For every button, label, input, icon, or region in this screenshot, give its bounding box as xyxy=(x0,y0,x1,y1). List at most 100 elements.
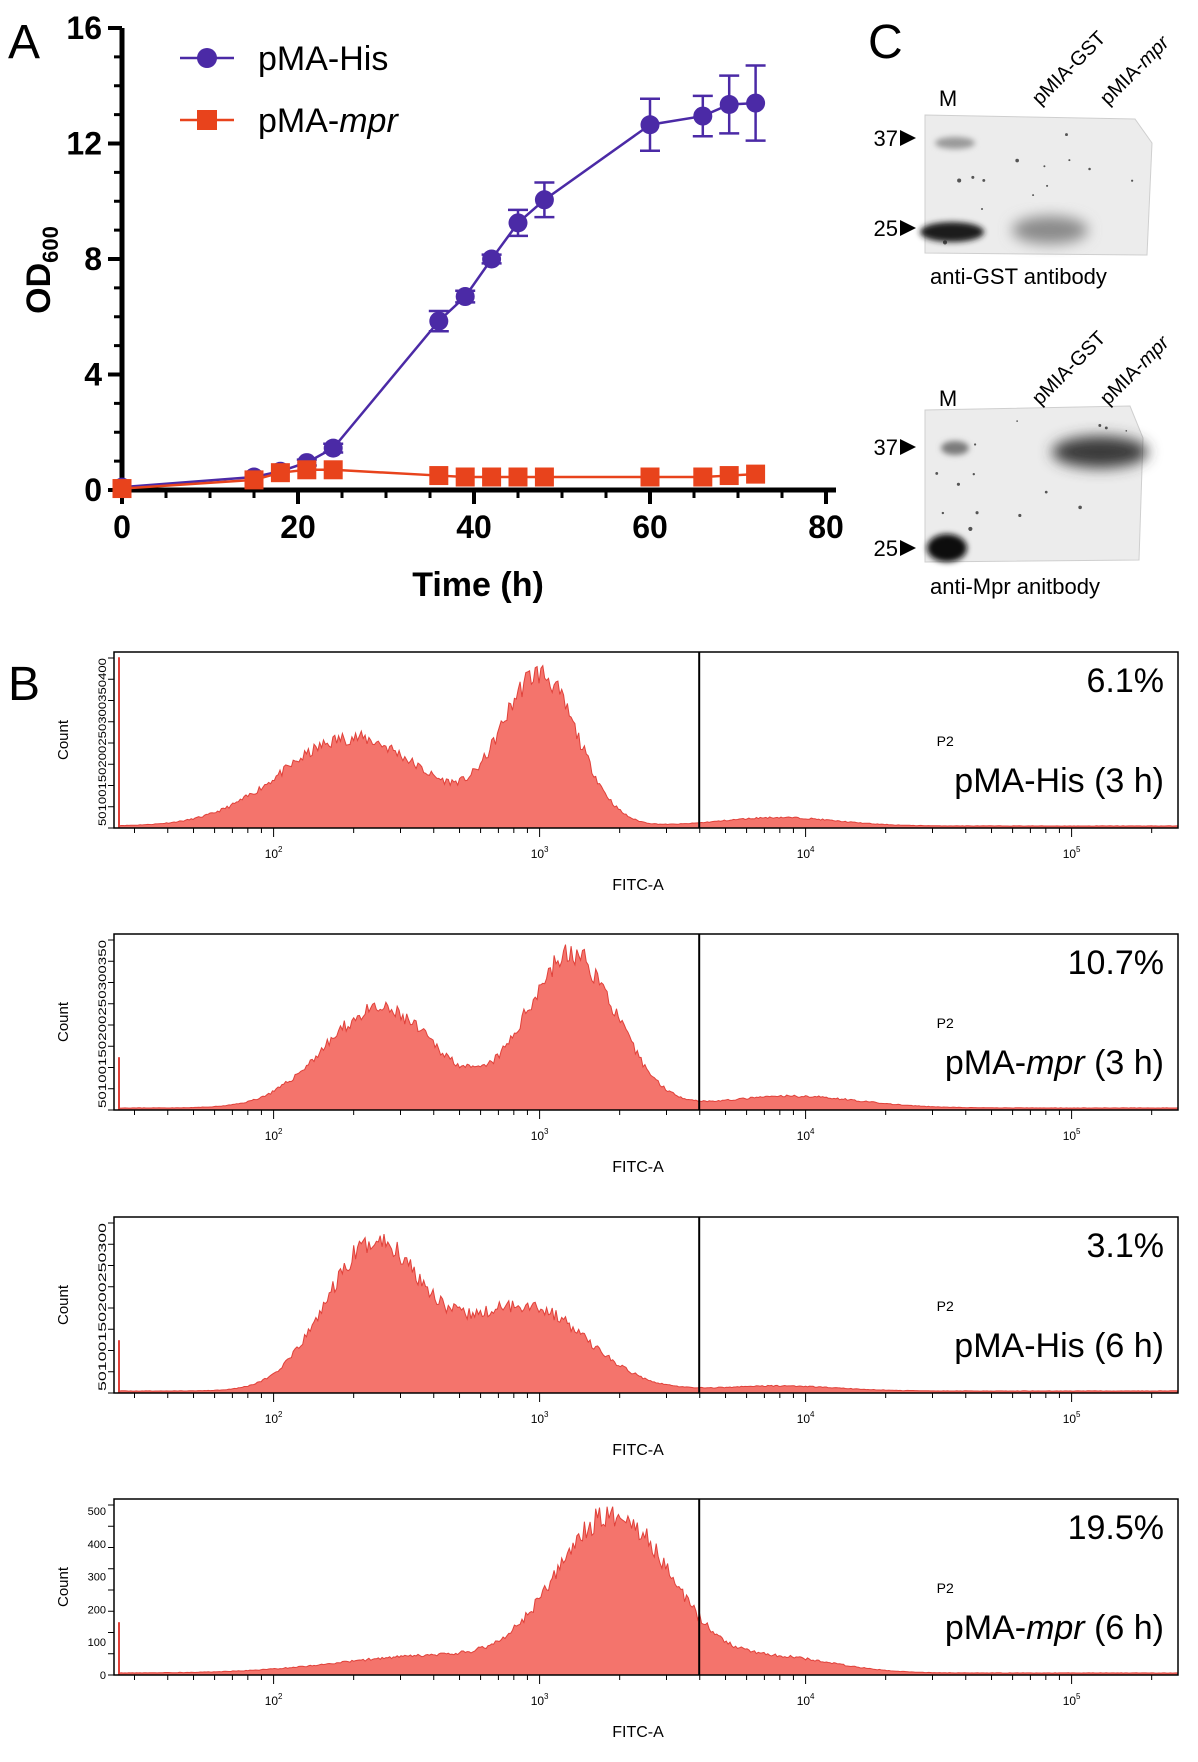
x-tick-label: 0 xyxy=(113,509,131,545)
histogram-area xyxy=(117,1506,1179,1676)
x-tick-label: 60 xyxy=(632,509,668,545)
y-axis-label: Count xyxy=(55,719,72,760)
data-point xyxy=(534,190,554,210)
y-axis-label: OD600 xyxy=(20,226,63,314)
size-marker-label: 25 xyxy=(874,216,898,241)
x-tick-label: 105 xyxy=(1063,1692,1081,1708)
x-tick-label: 103 xyxy=(531,1127,549,1143)
data-point xyxy=(455,287,475,307)
y-tick-label: 0 xyxy=(84,472,102,508)
size-marker-arrow xyxy=(900,540,916,556)
data-point xyxy=(693,106,713,126)
lane-label-m: M xyxy=(939,386,957,411)
panel-letter-b: B xyxy=(8,658,40,711)
blot-speck xyxy=(1046,184,1049,187)
blot-speck xyxy=(971,175,975,179)
x-tick-label: 105 xyxy=(1063,1127,1081,1143)
data-point xyxy=(323,460,343,480)
x-axis-label: FITC-A xyxy=(612,1724,664,1741)
blot-speck xyxy=(1131,179,1134,182)
data-point xyxy=(640,115,660,135)
histogram-frame xyxy=(113,651,1179,829)
data-point xyxy=(112,479,132,499)
x-tick-label: 102 xyxy=(265,1127,283,1143)
y-tick-label: 200 xyxy=(88,1604,106,1616)
band-marker-25 xyxy=(927,534,967,562)
x-tick-label: 104 xyxy=(797,1410,815,1426)
band-marker-37 xyxy=(941,441,969,455)
x-tick-label: 105 xyxy=(1063,845,1081,861)
data-point xyxy=(534,467,554,487)
sample-label: pMA-His (6 h) xyxy=(954,1327,1164,1365)
blot-speck xyxy=(1068,159,1071,162)
percent-label: 10.7% xyxy=(1068,944,1164,982)
size-marker-arrow xyxy=(900,220,916,236)
blot-speck xyxy=(1078,505,1082,510)
band-gst xyxy=(1012,216,1088,244)
data-point xyxy=(508,467,528,487)
band-marker-25 xyxy=(920,222,984,242)
blot-caption: anti-Mpr anitbody xyxy=(930,574,1100,599)
data-point xyxy=(640,467,660,487)
y-tick-label: 100 xyxy=(88,1637,106,1649)
histogram-panel-0: 102 103 104 105 50100150200250300350400 Count… xyxy=(55,651,1179,894)
blot-speck xyxy=(1018,513,1022,518)
blot-speck xyxy=(1044,490,1048,494)
sample-label: pMA-mpr (6 h) xyxy=(945,1609,1164,1647)
x-axis-label: FITC-A xyxy=(612,1159,664,1176)
size-marker-label: 37 xyxy=(874,126,898,151)
y-tick-label: 300 xyxy=(88,1572,106,1584)
data-point xyxy=(746,464,766,484)
legend-label: pMA-His xyxy=(258,40,388,78)
y-tick-label: 8 xyxy=(84,241,102,277)
x-axis-label: FITC-A xyxy=(612,877,664,894)
y-tick-label: 16 xyxy=(66,10,102,46)
x-tick-label: 104 xyxy=(797,1692,815,1708)
x-tick-label: 102 xyxy=(265,1692,283,1708)
panel-letter-a: A xyxy=(8,16,40,69)
data-point xyxy=(429,466,449,486)
blot-speck xyxy=(1098,424,1102,427)
x-axis-label: FITC-A xyxy=(612,1442,664,1459)
data-point xyxy=(693,467,713,487)
legend-marker xyxy=(197,110,217,130)
histogram-panel-3: 102 103 104 105 0 100 200 300 400 500 Count FITC-A 1… xyxy=(55,1498,1179,1741)
blot-speck xyxy=(1043,165,1046,168)
y-axis-label: Count xyxy=(55,1566,72,1607)
blot-speck xyxy=(941,511,945,515)
x-tick-label: 103 xyxy=(531,845,549,861)
histogram-panel-2: 102 103 104 105 50100150200250300 Count FITC-A… xyxy=(55,1216,1179,1459)
y-tick-label: 4 xyxy=(84,357,102,393)
data-point xyxy=(297,460,317,480)
histogram-area xyxy=(117,664,1179,829)
gate-label: P2 xyxy=(937,1015,954,1031)
legend: pMA-His pMA-mpr xyxy=(180,40,399,140)
x-tick-label: 103 xyxy=(531,1410,549,1426)
histogram-frame xyxy=(113,933,1179,1111)
data-point xyxy=(270,463,290,483)
data-point xyxy=(719,466,739,486)
blot-speck xyxy=(935,472,939,475)
histogram-area xyxy=(117,944,1179,1111)
legend-label: pMA-mpr xyxy=(258,102,399,140)
lane-label-m: M xyxy=(939,86,957,111)
blot-speck xyxy=(1032,194,1035,197)
band-marker-37 xyxy=(935,137,975,149)
blot-speck xyxy=(982,178,986,182)
histogram-panel-1: 102 103 104 105 50100150200250300350 Count FIT… xyxy=(55,933,1179,1176)
y-tick-labels-overlapping: 50100150200250300350 xyxy=(97,940,109,1108)
y-tick-label: 12 xyxy=(66,126,102,162)
flow-cytometry-panel: 102 103 104 10550100150200250300350400Count… xyxy=(55,651,1179,1741)
blot-speck xyxy=(1065,133,1068,137)
x-tick-label: 103 xyxy=(531,1692,549,1708)
series-line-0 xyxy=(121,101,756,489)
data-point xyxy=(323,438,343,458)
x-tick-label: 102 xyxy=(265,1410,283,1426)
x-tick-label: 102 xyxy=(265,845,283,861)
x-axis-label: Time (h) xyxy=(412,566,544,604)
data-point xyxy=(455,467,475,487)
